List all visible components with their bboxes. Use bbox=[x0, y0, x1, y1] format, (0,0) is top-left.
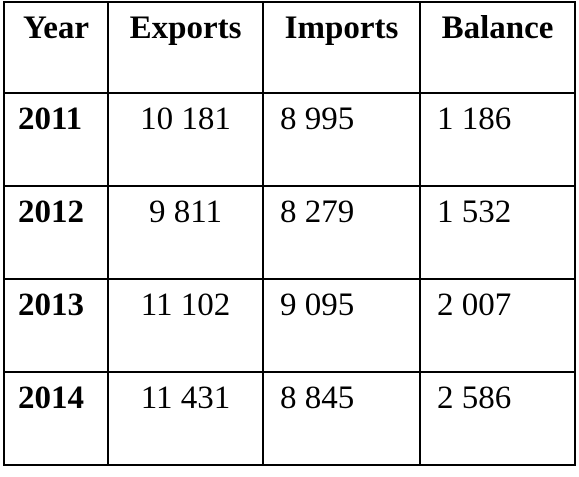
header-balance: Balance bbox=[419, 1, 576, 94]
year-cell: 2011 bbox=[3, 92, 109, 187]
table-header: Year Exports Imports Balance bbox=[3, 1, 576, 94]
imports-cell: 9 095 bbox=[262, 278, 421, 373]
header-imports: Imports bbox=[262, 1, 421, 94]
table-row: 2011 10 181 8 995 1 186 bbox=[3, 92, 576, 187]
header-year: Year bbox=[3, 1, 109, 94]
imports-cell: 8 279 bbox=[262, 185, 421, 280]
imports-cell: 8 845 bbox=[262, 371, 421, 466]
year-cell: 2013 bbox=[3, 278, 109, 373]
table-row: 2014 11 431 8 845 2 586 bbox=[3, 371, 576, 466]
year-cell: 2012 bbox=[3, 185, 109, 280]
year-cell: 2014 bbox=[3, 371, 109, 466]
imports-cell: 8 995 bbox=[262, 92, 421, 187]
exports-cell: 11 431 bbox=[107, 371, 264, 466]
header-exports: Exports bbox=[107, 1, 264, 94]
exports-cell: 9 811 bbox=[107, 185, 264, 280]
header-row: Year Exports Imports Balance bbox=[3, 1, 576, 94]
exports-cell: 10 181 bbox=[107, 92, 264, 187]
table-row: 2013 11 102 9 095 2 007 bbox=[3, 278, 576, 373]
trade-balance-table: Year Exports Imports Balance 2011 10 181… bbox=[3, 1, 576, 466]
balance-cell: 1 532 bbox=[419, 185, 576, 280]
balance-cell: 1 186 bbox=[419, 92, 576, 187]
exports-cell: 11 102 bbox=[107, 278, 264, 373]
table-row: 2012 9 811 8 279 1 532 bbox=[3, 185, 576, 280]
balance-cell: 2 586 bbox=[419, 371, 576, 466]
balance-cell: 2 007 bbox=[419, 278, 576, 373]
table-body: 2011 10 181 8 995 1 186 2012 9 811 8 279… bbox=[3, 92, 576, 466]
